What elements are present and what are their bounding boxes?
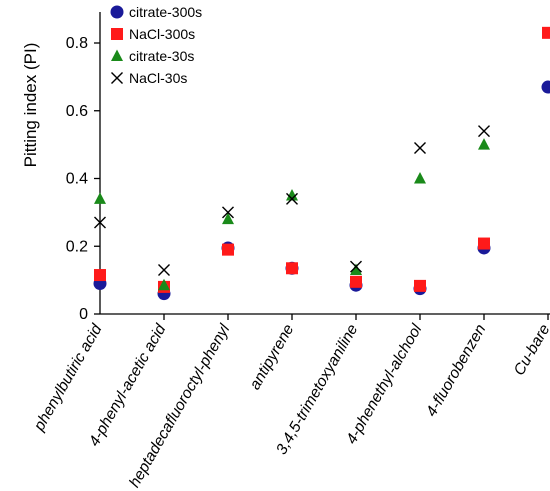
data-point-square: [478, 237, 490, 250]
y-ticks: 0 0.2 0.4 0.6 0.8: [66, 35, 100, 323]
legend-label: NaCl-30s: [129, 70, 187, 86]
data-point-triangle: [222, 212, 234, 225]
data-point-x: [286, 192, 298, 205]
legend-item: citrate-30s: [111, 48, 194, 64]
data-point-x: [414, 142, 426, 155]
legend-item: citrate-300s: [110, 4, 202, 20]
x-category-label: antipyrene: [247, 321, 298, 393]
y-axis-title: Pitting index (PI): [21, 43, 40, 168]
data-point-x: [350, 260, 362, 273]
legend-item: NaCl-300s: [111, 26, 195, 42]
data-marks: [93, 26, 550, 301]
x-category-label: Cu-bare: [511, 321, 550, 378]
data-point-x: [158, 263, 170, 276]
data-point-x: [94, 216, 106, 229]
x-category-label: 4-fluorobenzen: [423, 322, 489, 420]
y-tick-label: 0.4: [66, 171, 88, 188]
legend-marker-triangle: [111, 49, 123, 61]
data-point-square: [222, 243, 234, 256]
axes: [99, 12, 550, 315]
data-point-square: [414, 279, 426, 292]
data-point-square: [542, 26, 550, 39]
data-point-triangle: [94, 192, 106, 204]
legend-label: citrate-30s: [129, 48, 194, 64]
y-tick-label: 0: [79, 306, 88, 323]
data-point-x: [478, 125, 490, 138]
data-point-triangle: [286, 188, 298, 201]
data-point-triangle: [350, 263, 362, 275]
data-point-square: [286, 262, 298, 275]
y-tick-label: 0.6: [66, 103, 88, 120]
y-tick-label: 0.8: [66, 35, 88, 52]
series-citrate-30s: [94, 138, 490, 291]
x-category-label: phenylbutiric acid: [30, 320, 106, 434]
legend-marker-x: [111, 72, 123, 84]
legend-marker-circle: [110, 5, 124, 19]
data-point-circle: [541, 80, 550, 94]
data-point-triangle: [414, 172, 426, 184]
legend-marker-square: [111, 28, 123, 40]
legend-label: citrate-300s: [129, 4, 202, 20]
legend-label: NaCl-300s: [129, 26, 195, 42]
legend: citrate-300s NaCl-300s citrate-30s NaCl-30s: [110, 4, 202, 86]
data-point-square: [94, 269, 106, 282]
data-point-x: [222, 206, 234, 219]
legend-item: NaCl-30s: [111, 70, 187, 86]
y-tick-label: 0.2: [66, 238, 88, 255]
data-point-square: [350, 275, 362, 288]
data-point-triangle: [158, 278, 170, 291]
series-NaCl-30s: [94, 125, 490, 276]
data-point-triangle: [478, 138, 490, 150]
